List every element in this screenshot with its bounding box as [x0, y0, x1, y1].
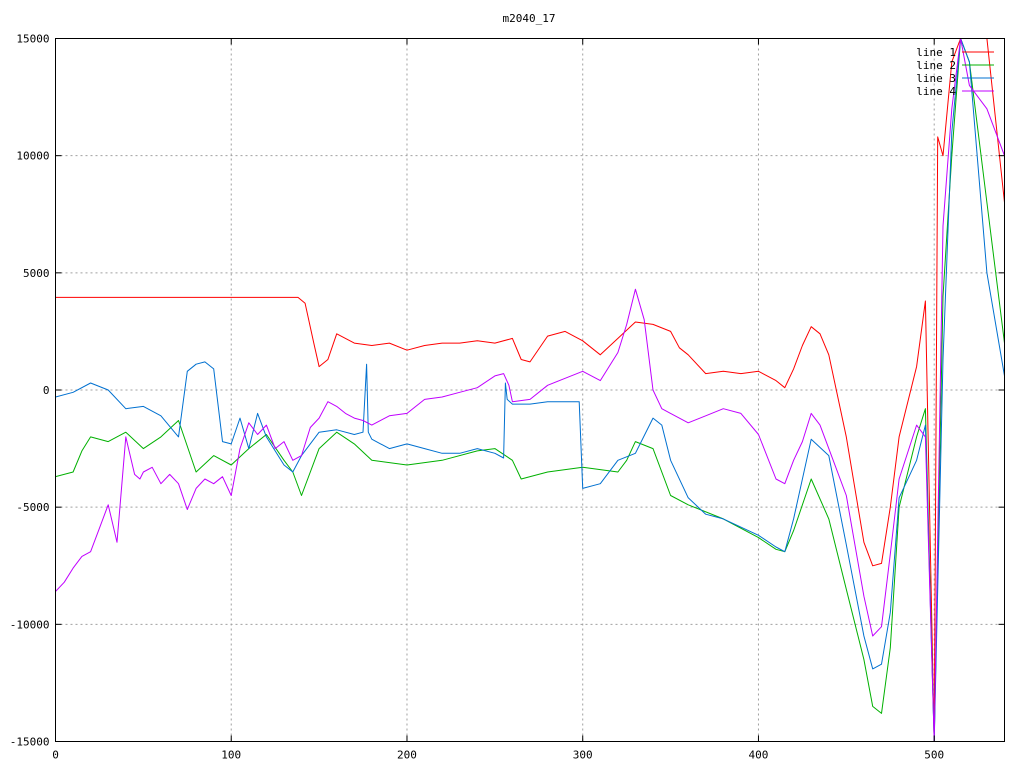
axis-ticks: -15000 -10000 -5000 0 5000 10000 15000 0 100 200 3… — [10, 33, 1005, 762]
y-tick-label: -10000 — [10, 618, 50, 631]
x-tick-label: 300 — [573, 749, 593, 762]
grid — [55, 38, 1005, 742]
legend-label: line 4 — [916, 85, 956, 98]
series-lines — [55, 38, 1005, 742]
legend-label: line 3 — [916, 72, 956, 85]
x-tick-label: 100 — [221, 749, 241, 762]
chart-title: m2040_17 — [503, 12, 556, 25]
series-line-1 — [55, 38, 1005, 742]
y-tick-label: -5000 — [16, 501, 49, 514]
x-tick-label: 400 — [749, 749, 769, 762]
y-tick-label: -15000 — [10, 736, 50, 749]
x-tick-label: 500 — [924, 749, 944, 762]
x-tick-label: 200 — [397, 749, 417, 762]
legend-label: line 2 — [916, 59, 956, 72]
y-tick-label: 15000 — [16, 33, 49, 46]
legend-label: line 1 — [916, 46, 956, 59]
y-tick-label: 10000 — [16, 150, 49, 163]
series-line-4 — [55, 38, 1005, 742]
x-tick-label: 0 — [52, 749, 59, 762]
y-tick-label: 5000 — [23, 267, 50, 280]
y-tick-label: 0 — [43, 384, 50, 397]
series-line-3 — [55, 38, 1005, 742]
series-line-2 — [55, 38, 1005, 742]
